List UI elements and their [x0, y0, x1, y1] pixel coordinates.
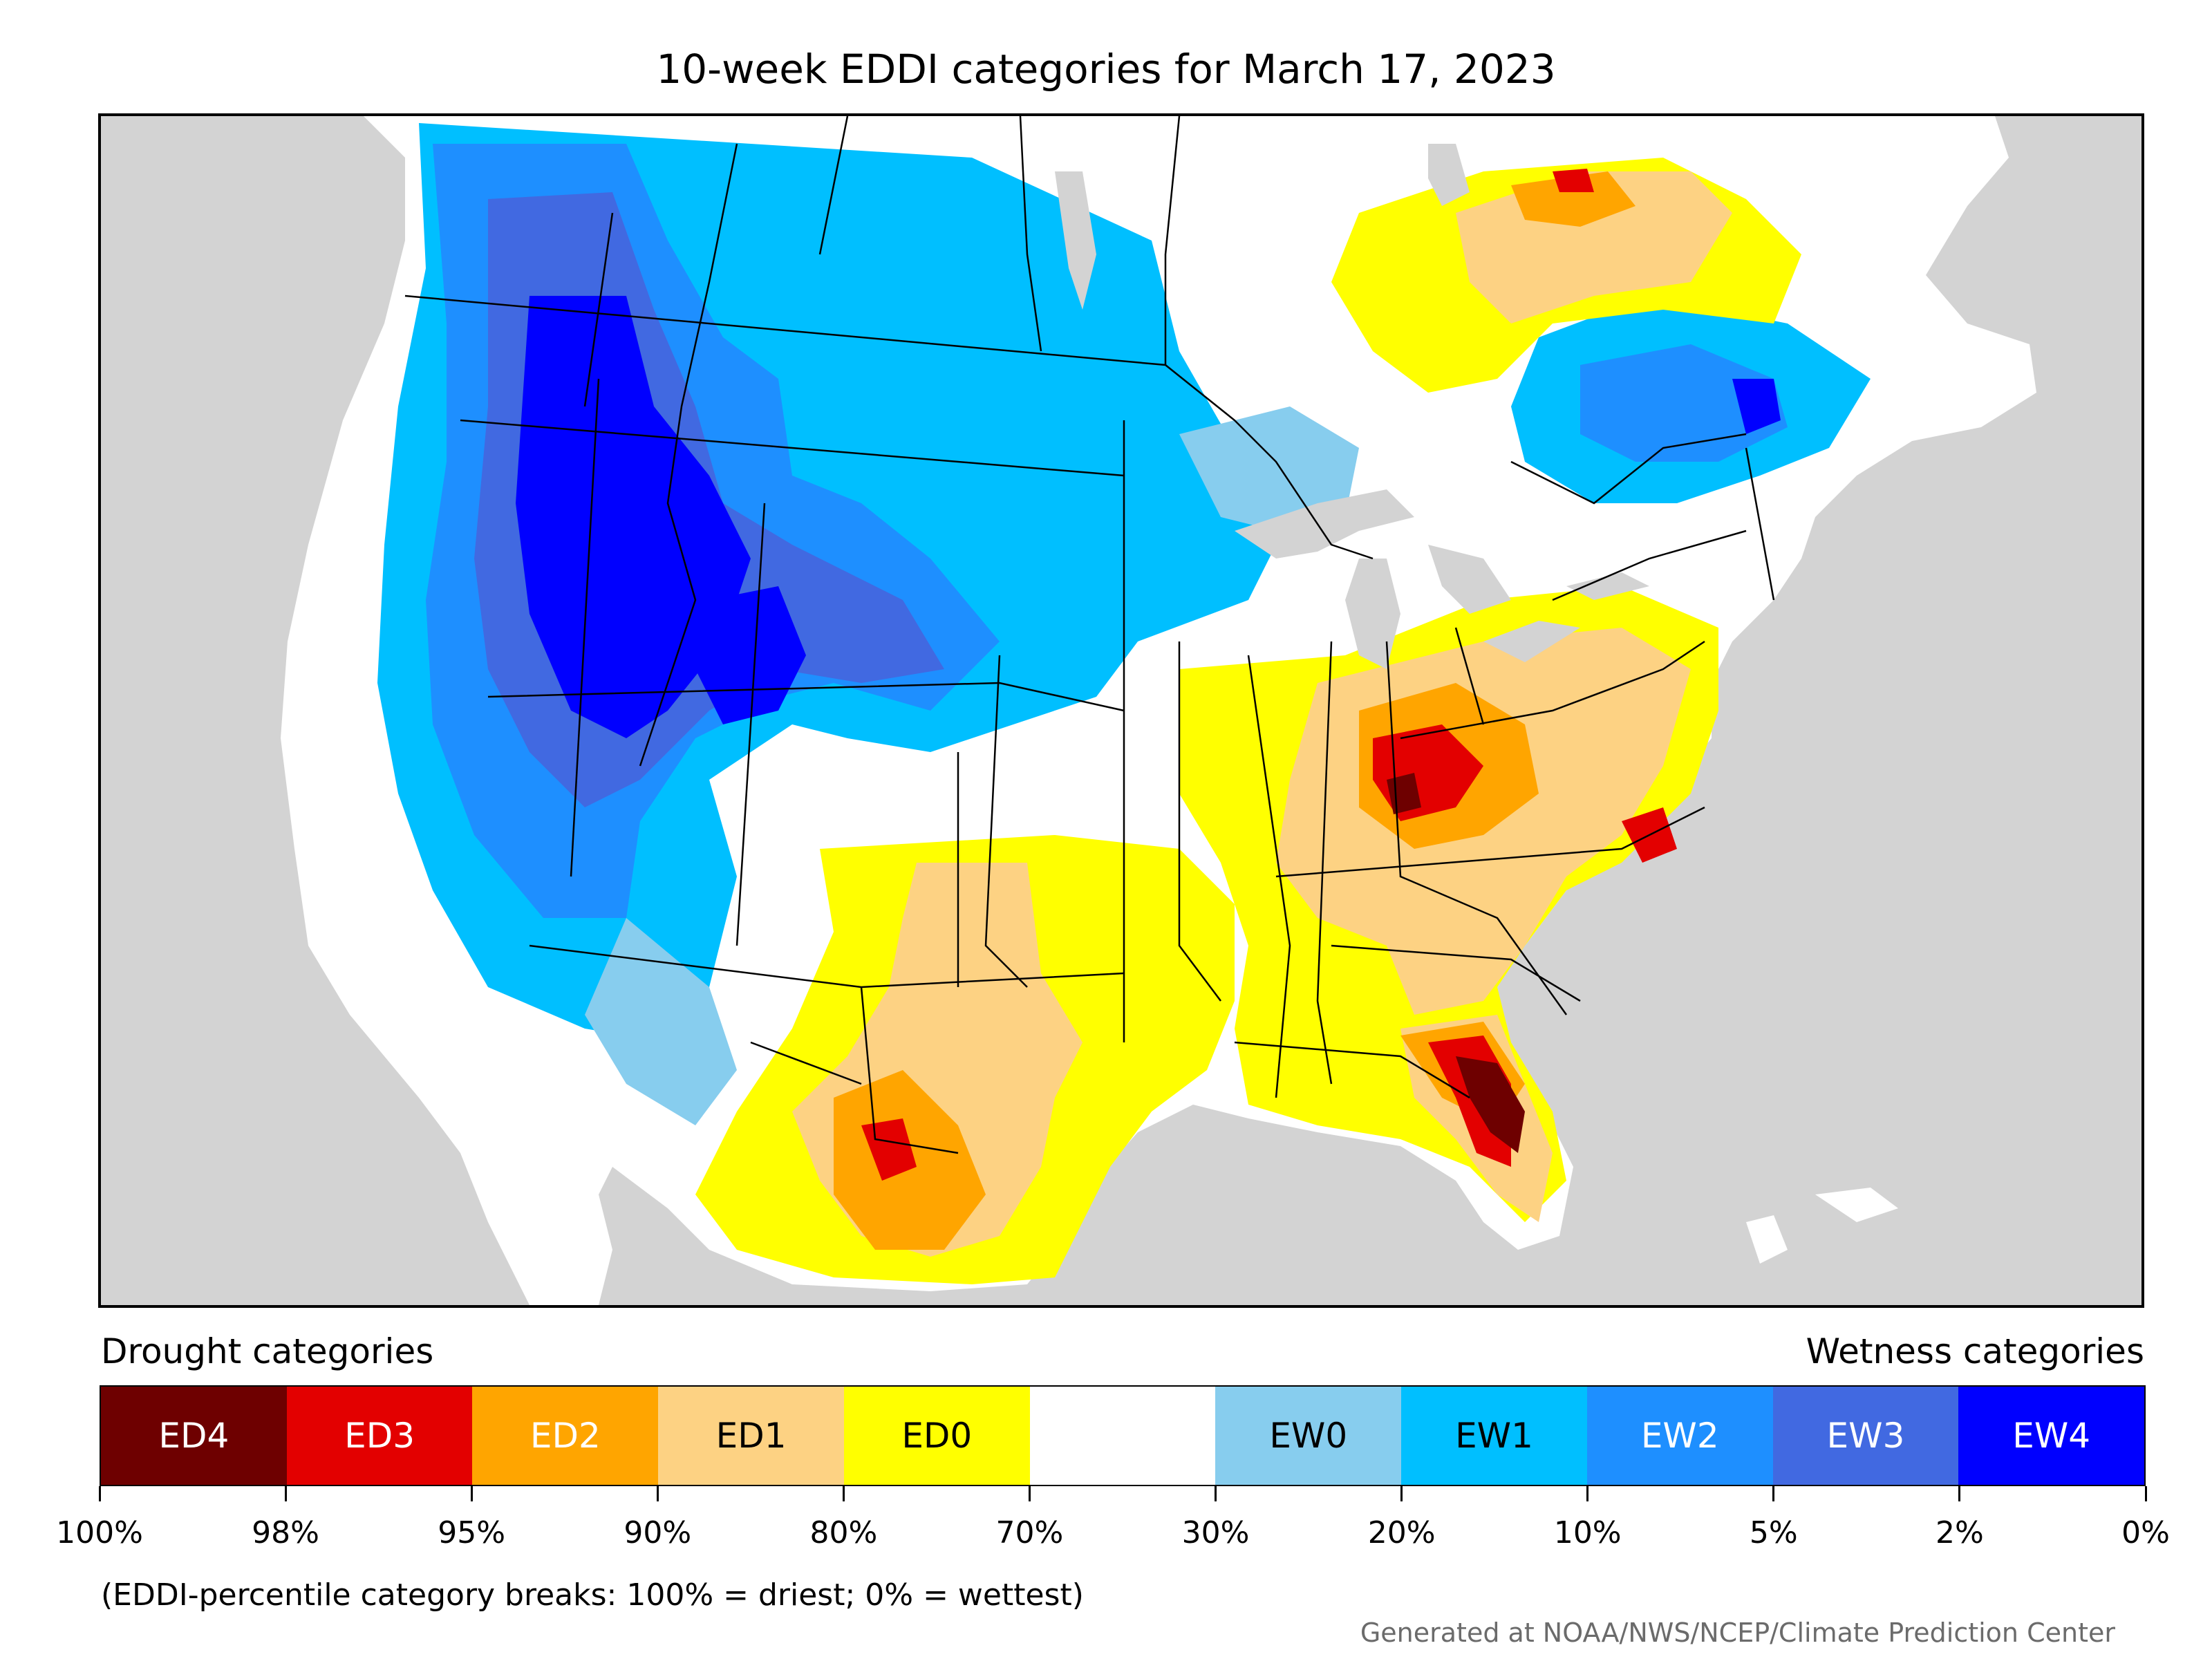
legend-tick — [1400, 1486, 1403, 1501]
legend-tick — [1586, 1486, 1589, 1501]
legend-break-label: 20% — [1367, 1515, 1436, 1550]
great-lakes — [1566, 572, 1649, 600]
legend-cell-ew1: EW1 — [1401, 1387, 1587, 1485]
legend-cell-ed4: ED4 — [101, 1387, 287, 1485]
breaks-note: (EDDI-percentile category breaks: 100% =… — [101, 1577, 1084, 1613]
legend-cell-ed2: ED2 — [472, 1387, 659, 1485]
legend-cell-ed1: ED1 — [658, 1387, 844, 1485]
drought-categories-caption: Drought categories — [101, 1331, 434, 1371]
legend-tick — [98, 1486, 101, 1501]
legend-tick — [1028, 1486, 1031, 1501]
legend-tick — [470, 1486, 473, 1501]
island — [1746, 1215, 1788, 1264]
legend-cell-ew4: EW4 — [1958, 1387, 2145, 1485]
legend-break-label: 95% — [438, 1515, 506, 1550]
wet-zone-ew0 — [585, 918, 737, 1125]
legend-tick — [1958, 1486, 1961, 1501]
wet-zone-ew0 — [1179, 406, 1359, 531]
legend-tick — [1215, 1486, 1217, 1501]
legend-break-label: 2% — [1936, 1515, 1984, 1550]
legend-break-label: 0% — [2121, 1515, 2170, 1550]
dry-zone-ed4 — [1456, 1056, 1525, 1153]
dry-zone-ed2 — [1511, 171, 1635, 227]
legend-cell-normal — [1029, 1387, 1216, 1485]
legend-cell-ew3: EW3 — [1772, 1387, 1959, 1485]
legend-break-label: 30% — [1181, 1515, 1250, 1550]
legend-break-label: 10% — [1553, 1515, 1622, 1550]
legend-cell-ew0: EW0 — [1215, 1387, 1402, 1485]
legend-tick — [842, 1486, 845, 1501]
legend-tick — [284, 1486, 287, 1501]
wet-zone-ew2 — [1580, 344, 1788, 462]
wet-zone-ew4 — [1732, 379, 1781, 434]
wet-zone-ew4 — [516, 296, 751, 738]
legend-tick — [1772, 1486, 1775, 1501]
legend-break-label: 100% — [56, 1515, 143, 1550]
legend-break-label: 5% — [1749, 1515, 1798, 1550]
island — [1815, 1188, 1898, 1222]
wetness-categories-caption: Wetness categories — [1806, 1331, 2144, 1371]
legend-break-label: 98% — [252, 1515, 319, 1550]
legend-break-label: 80% — [809, 1515, 878, 1550]
legend-break-label: 70% — [995, 1515, 1064, 1550]
dry-zone-ed3 — [1553, 169, 1594, 192]
map-title: 10-week EDDI categories for March 17, 20… — [656, 46, 1556, 93]
great-lakes — [1428, 545, 1511, 614]
great-lakes — [1483, 621, 1580, 662]
credit-text: Generated at NOAA/NWS/NCEP/Climate Predi… — [1360, 1618, 2115, 1648]
legend-colorbar: ED4 ED3 ED2 ED1 ED0 EW0 EW1 EW2 EW3 EW4 — [100, 1385, 2146, 1486]
legend-tick — [656, 1486, 659, 1501]
legend-tick — [2144, 1486, 2147, 1501]
lake — [1428, 144, 1470, 206]
legend-cell-ed3: ED3 — [286, 1387, 473, 1485]
map-canvas — [281, 116, 2036, 1305]
legend-cell-ed0: ED0 — [843, 1387, 1030, 1485]
great-lakes — [1235, 489, 1414, 559]
legend-cell-ew2: EW2 — [1586, 1387, 1773, 1485]
legend-ticks — [98, 1486, 2147, 1503]
legend-break-label: 90% — [624, 1515, 692, 1550]
borders — [404, 116, 1775, 1154]
eddi-map — [98, 113, 2144, 1308]
lake — [1055, 171, 1096, 310]
